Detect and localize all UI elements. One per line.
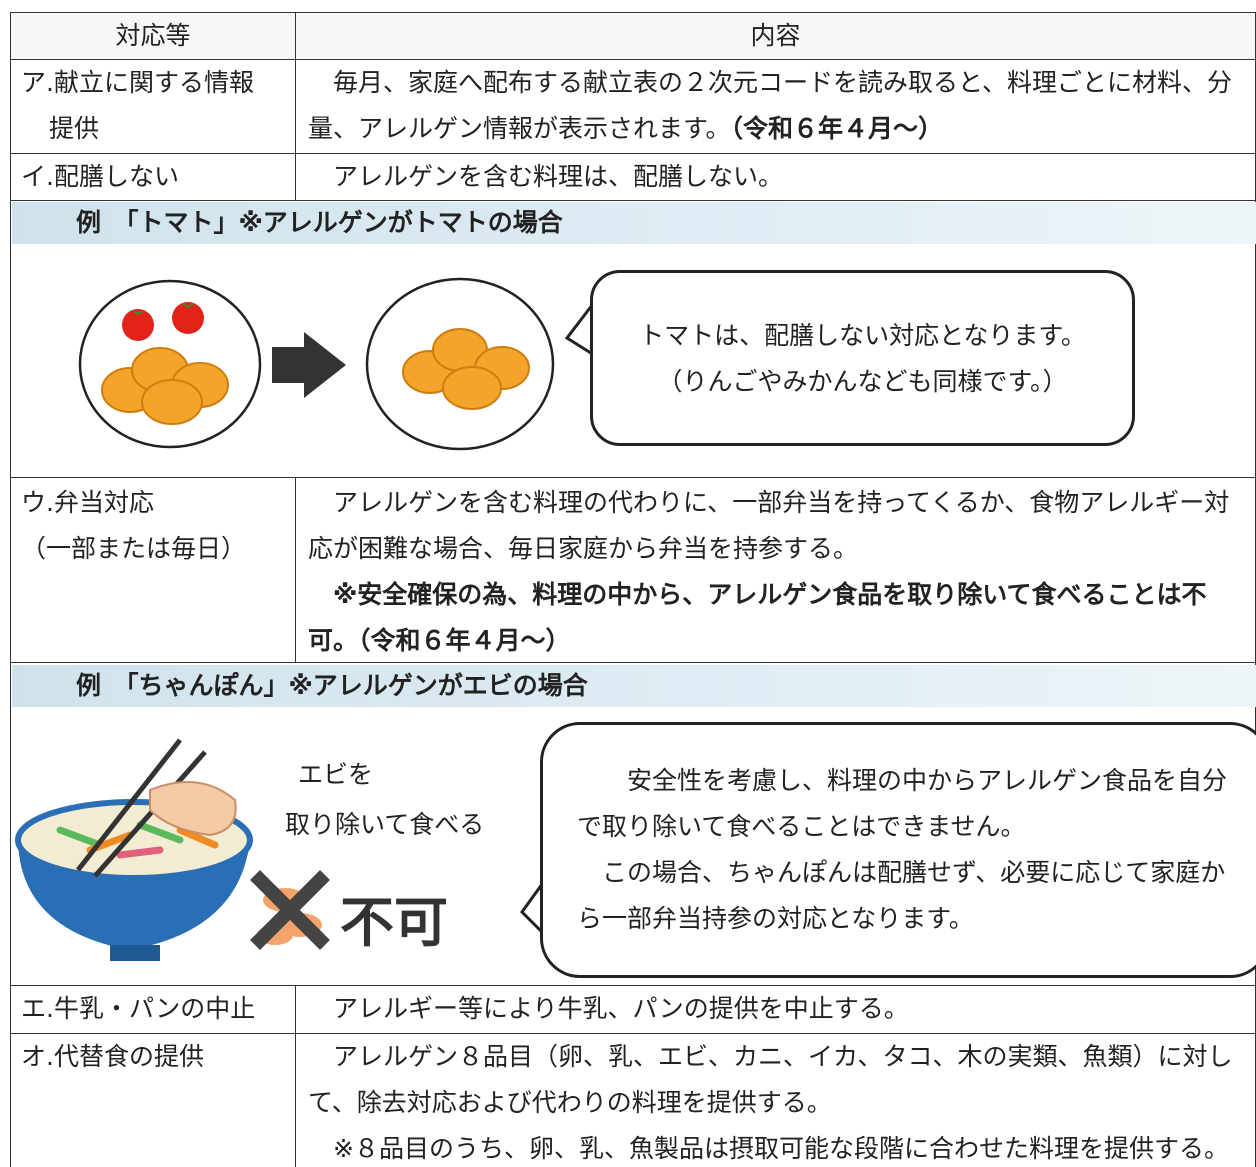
ng-text: 不可 bbox=[340, 891, 448, 954]
speech-bubble: 安全性を考慮し、料理の中からアレルゲン食品を自分で取り除いて食べることはできませ… bbox=[540, 722, 1256, 978]
label-text: エ.牛乳・パンの中止 bbox=[21, 994, 256, 1023]
bubble-text: （りんごやみかんなども同様です。） bbox=[657, 367, 1068, 396]
content-note: （令和６年４月～） bbox=[730, 114, 944, 143]
bubble-text: 安全性を考慮し、料理の中からアレルゲン食品を自分で取り除いて食べることはできませ… bbox=[577, 766, 1228, 841]
label-text: ア.献立に関する情報 bbox=[21, 68, 254, 97]
content-note: ※安全確保の為、料理の中から、アレルゲン食品を取り除いて食べることは不可。（令和… bbox=[308, 580, 1207, 655]
label-text: オ.代替食の提供 bbox=[21, 1042, 204, 1071]
label-text: 提供 bbox=[49, 114, 100, 143]
content-cell: アレルゲンを含む料理の代わりに、一部弁当を持ってくるか、食物アレルギー対応が困難… bbox=[295, 477, 1256, 663]
label-cell: オ.代替食の提供 bbox=[10, 1033, 296, 1167]
label-cell: エ.牛乳・パンの中止 bbox=[10, 985, 296, 1034]
bubble-text: この場合、ちゃんぽんは配膳せず、必要に応じて家庭から一部弁当持参の対応となります… bbox=[577, 858, 1226, 933]
header-cell: 対応等 bbox=[10, 12, 296, 60]
content-note: ※８品目のうち、卵、乳、魚製品は摂取可能な段階に合わせた料理を提供する。 bbox=[333, 1134, 1229, 1163]
content-text: アレルゲン８品目（卵、乳、エビ、カニ、イカ、タコ、木の実類、魚類）に対して、除去… bbox=[308, 1042, 1233, 1117]
content-cell: アレルギー等により牛乳、パンの提供を中止する。 bbox=[295, 985, 1256, 1034]
content-text: アレルゲンを含む料理の代わりに、一部弁当を持ってくるか、食物アレルギー対応が困難… bbox=[308, 488, 1230, 563]
example-title: 例 「ちゃんぽん」※アレルゲンがエビの場合 bbox=[12, 665, 1256, 707]
side-text: 取り除いて食べる bbox=[285, 810, 485, 839]
content-text: アレルゲンを含む料理は、配膳しない。 bbox=[333, 162, 784, 191]
example-title: 例 「トマト」※アレルゲンがトマトの場合 bbox=[12, 202, 1256, 244]
bubble-text: トマトは、配膳しない対応となります。 bbox=[639, 321, 1086, 350]
content-cell: アレルゲン８品目（卵、乳、エビ、カニ、イカ、タコ、木の実類、魚類）に対して、除去… bbox=[295, 1033, 1256, 1167]
label-cell: ア.献立に関する情報 提供 bbox=[10, 59, 296, 154]
content-text: アレルギー等により牛乳、パンの提供を中止する。 bbox=[333, 994, 909, 1023]
speech-bubble: トマトは、配膳しない対応となります。 （りんごやみかんなども同様です。） bbox=[590, 270, 1135, 446]
content-text: 毎月、家庭へ配布する献立表の２次元コードを読み取ると、料理ごとに材料、分量、アレ… bbox=[308, 68, 1233, 143]
label-cell: ウ.弁当対応 （一部または毎日） bbox=[10, 477, 296, 663]
side-text: エビを bbox=[298, 760, 374, 789]
label-text: ウ.弁当対応 bbox=[21, 488, 154, 517]
label-text: イ.配膳しない bbox=[21, 162, 179, 191]
label-text: （一部または毎日） bbox=[21, 534, 247, 563]
